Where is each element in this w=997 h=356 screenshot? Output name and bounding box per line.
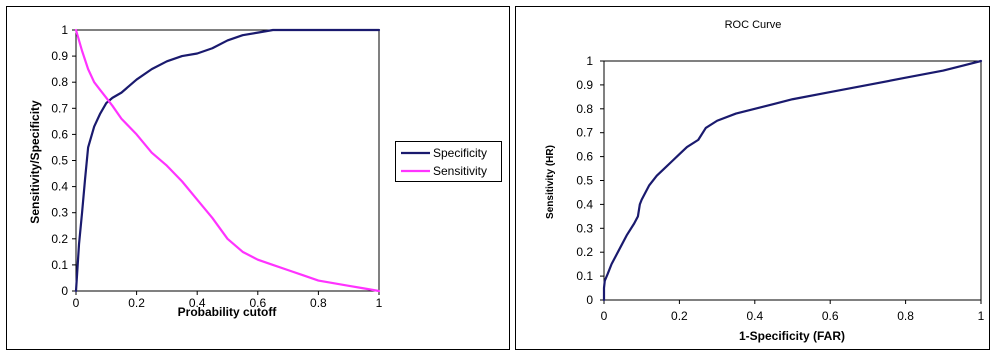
left-series-specificity: [74, 28, 381, 293]
right-x-tick-label: 0.4: [746, 309, 763, 323]
left-y-axis: 0 0.1 0.2 0.3 0.4 0.5 0.6 0.7 0.8 0.9 1: [51, 23, 76, 298]
right-y-tick-label: 1: [586, 54, 593, 68]
left-x-tick-label: 1: [376, 296, 383, 310]
right-x-tick-label: 1: [978, 309, 985, 323]
right-y-tick-label: 0.2: [576, 245, 593, 259]
right-chart-panel: [515, 6, 990, 350]
right-y-axis: 0 0.1 0.2 0.3 0.4 0.5 0.6 0.7 0.8 0.9 1: [576, 54, 604, 307]
right-y-tick-label: 0: [586, 293, 593, 307]
right-series-group: [602, 59, 983, 302]
legend-label-specificity: Specificity: [433, 146, 487, 160]
left-legend: Specificity Sensitivity: [395, 141, 502, 182]
right-y-axis-title: Sensitivity (HR): [545, 145, 556, 219]
left-y-tick-label: 0.3: [51, 206, 68, 220]
left-y-tick-label: 0.1: [51, 258, 68, 272]
right-chart: ROC Curve 00.10.20.30.40.50.60.70.80.91 …: [545, 19, 985, 343]
left-x-tick-label: 0: [73, 296, 80, 310]
left-x-tick-label: 0.8: [310, 296, 327, 310]
left-x-tick-label: 0.6: [249, 296, 266, 310]
right-x-tick-label: 0.6: [822, 309, 839, 323]
right-y-tick-label: 0.8: [576, 102, 593, 116]
right-x-tick-label: 0.8: [897, 309, 914, 323]
left-x-axis-title: Probability cutoff: [178, 305, 278, 319]
right-x-tick-label: 0.2: [671, 309, 688, 323]
right-y-tick-label: 0.9: [576, 78, 593, 92]
right-y-tick-label: 0.5: [576, 174, 593, 188]
left-x-tick-label: 0.4: [189, 296, 206, 310]
left-y-tick-label: 0.9: [51, 49, 68, 63]
right-x-axis: 0 0.2 0.4 0.6 0.8 1: [601, 300, 985, 323]
left-y-tick-label: 0: [61, 284, 68, 298]
right-y-tick-label: 0.1: [576, 269, 593, 283]
left-y-tick-label: 0.4: [51, 180, 68, 194]
left-y-tick-label: 0.6: [51, 127, 68, 141]
right-x-axis-title: 1-Specificity (FAR): [739, 329, 845, 343]
right-y-tick-label: 0.7: [576, 126, 593, 140]
left-series-group: [74, 28, 381, 293]
left-y-tick-label: 0.7: [51, 101, 68, 115]
left-series-sensitivity: [74, 28, 381, 293]
right-x-tick-label: 0: [601, 309, 608, 323]
left-chart: 0 0.1 0.2 0.3 0.4 0.5 0.6 0.7 0.8 0.9 1 0 0.2 0.4 0.6…: [28, 23, 502, 319]
right-y-tick-label: 0.4: [576, 197, 593, 211]
left-y-tick-label: 0.5: [51, 154, 68, 168]
right-series-roc-curve: [602, 59, 983, 302]
left-y-tick-label: 1: [61, 23, 68, 37]
right-chart-title: ROC Curve: [725, 19, 782, 31]
left-x-tick-label: 0.2: [128, 296, 145, 310]
right-y-tick-label: 0.3: [576, 221, 593, 235]
legend-label-sensitivity: Sensitivity: [433, 164, 487, 178]
right-y-tick-label: 0.6: [576, 150, 593, 164]
left-y-tick-label: 0.8: [51, 75, 68, 89]
left-y-tick-label: 0.2: [51, 232, 68, 246]
left-x-axis: 0 0.2 0.4 0.6 0.8 1: [73, 291, 383, 310]
legend-box: [395, 141, 502, 182]
left-y-axis-title: Sensitivity/Specificity: [28, 100, 42, 224]
